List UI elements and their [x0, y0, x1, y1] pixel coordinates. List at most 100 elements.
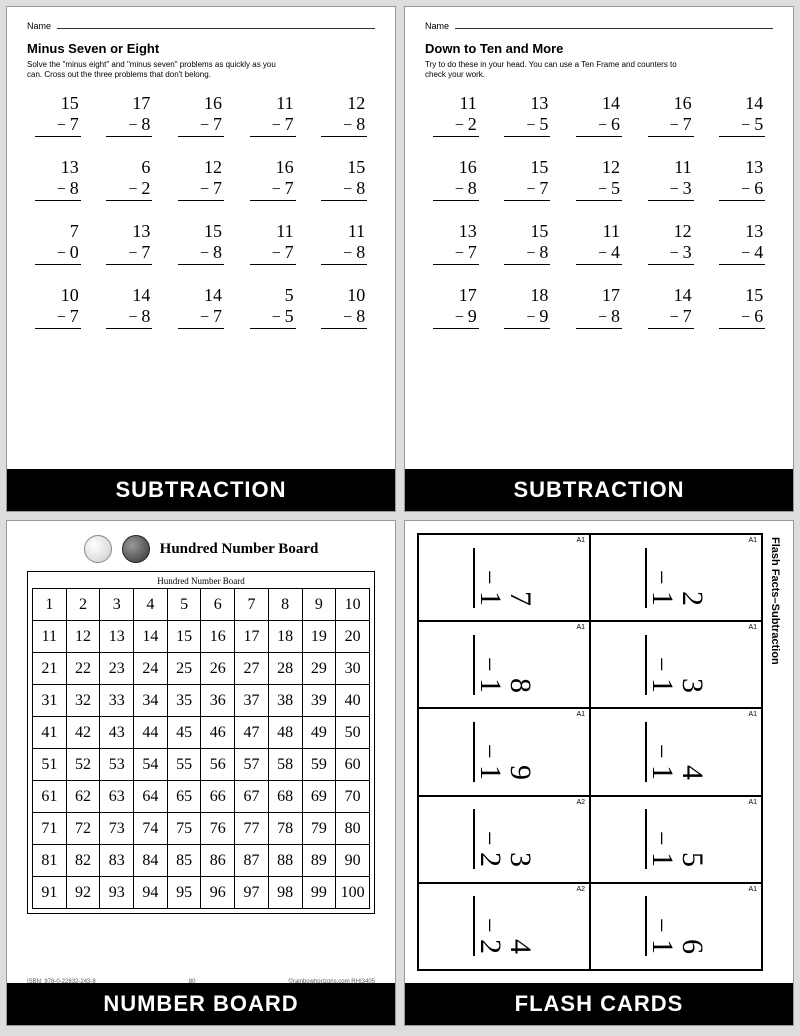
board-cell: 87 [235, 845, 269, 877]
board-cell: 51 [33, 749, 67, 781]
board-cell: 65 [167, 781, 201, 813]
board-cell: 27 [235, 653, 269, 685]
board-cell: 25 [167, 653, 201, 685]
subtraction-problem: 148 [106, 285, 152, 329]
subtraction-problem: 158 [178, 221, 224, 265]
card-tag: A1 [748, 886, 757, 893]
board-cell: 32 [66, 685, 100, 717]
board-cell: 72 [66, 813, 100, 845]
card-tag: A1 [748, 624, 757, 631]
subtraction-problem: 113 [648, 157, 694, 201]
board-cell: 53 [100, 749, 134, 781]
card-tag: A1 [576, 537, 585, 544]
worksheet-minus-seven-eight: Name Minus Seven or Eight Solve the "min… [6, 6, 396, 512]
subtraction-problem: 70 [35, 221, 81, 265]
board-cell: 35 [167, 685, 201, 717]
board-cell: 22 [66, 653, 100, 685]
subtraction-problem: 158 [504, 221, 550, 265]
board-cell: 47 [235, 717, 269, 749]
board-cell: 74 [134, 813, 168, 845]
subtraction-problem: 147 [648, 285, 694, 329]
subtraction-problem: 146 [576, 93, 622, 137]
board-cell: 95 [167, 877, 201, 909]
subtraction-problem: 135 [504, 93, 550, 137]
subtraction-problem: 147 [178, 285, 224, 329]
board-cell: 92 [66, 877, 100, 909]
board-cell: 76 [201, 813, 235, 845]
board-cell: 2 [66, 589, 100, 621]
subtraction-problem: 118 [321, 221, 367, 265]
name-line[interactable] [455, 21, 773, 29]
board-cell: 91 [33, 877, 67, 909]
subtraction-problem: 167 [250, 157, 296, 201]
board-cell: 70 [336, 781, 370, 813]
board-cell: 8 [268, 589, 302, 621]
subtraction-problem: 125 [576, 157, 622, 201]
worksheet-grid: Name Minus Seven or Eight Solve the "min… [0, 0, 800, 1032]
board-cell: 93 [100, 877, 134, 909]
board-cell: 85 [167, 845, 201, 877]
board-cell: 6 [201, 589, 235, 621]
board-cell: 37 [235, 685, 269, 717]
subtraction-problem: 189 [504, 285, 550, 329]
board-cell: 16 [201, 621, 235, 653]
subtraction-problem: 117 [250, 221, 296, 265]
subtraction-problem: 114 [576, 221, 622, 265]
flash-card: A161 [590, 883, 762, 970]
subtraction-problem: 108 [321, 285, 367, 329]
board-cell: 36 [201, 685, 235, 717]
flash-card: A141 [590, 708, 762, 795]
subtraction-problem: 138 [35, 157, 81, 201]
board-cell: 84 [134, 845, 168, 877]
subtraction-problem: 112 [433, 93, 479, 137]
board-cell: 82 [66, 845, 100, 877]
board-cell: 80 [336, 813, 370, 845]
isbn-text: ISBN: 978-0-22832-243-8 [27, 979, 96, 985]
panel-label: FLASH CARDS [405, 983, 793, 1025]
page-number: 80 [189, 979, 196, 985]
board-cell: 17 [235, 621, 269, 653]
subtraction-problem: 167 [178, 93, 224, 137]
board-cell: 26 [201, 653, 235, 685]
board-cell: 31 [33, 685, 67, 717]
board-cell: 49 [302, 717, 336, 749]
subtraction-problem: 137 [106, 221, 152, 265]
board-cell: 62 [66, 781, 100, 813]
worksheet-title: Minus Seven or Eight [27, 41, 375, 56]
counter-chip-light-icon [84, 535, 112, 563]
name-line[interactable] [57, 21, 375, 29]
board-cell: 66 [201, 781, 235, 813]
board-cell: 46 [201, 717, 235, 749]
board-cell: 21 [33, 653, 67, 685]
board-cell: 7 [235, 589, 269, 621]
board-cell: 40 [336, 685, 370, 717]
name-label: Name [27, 21, 51, 31]
publisher-text: ©rainbowhorizons.com RHI3405 [289, 979, 375, 985]
board-cell: 59 [302, 749, 336, 781]
flash-card: A131 [590, 621, 762, 708]
board-cell: 15 [167, 621, 201, 653]
subtraction-problem: 127 [178, 157, 224, 201]
hundred-table: 1234567891011121314151617181920212223242… [32, 588, 370, 909]
card-tag: A2 [576, 799, 585, 806]
board-cell: 10 [336, 589, 370, 621]
board-cell: 86 [201, 845, 235, 877]
board-cell: 94 [134, 877, 168, 909]
board-cell: 41 [33, 717, 67, 749]
board-cell: 56 [201, 749, 235, 781]
flash-card: A171 [418, 534, 590, 621]
board-cell: 99 [302, 877, 336, 909]
flash-card: A232 [418, 796, 590, 883]
board-cell: 33 [100, 685, 134, 717]
board-caption: Hundred Number Board [32, 576, 370, 588]
subtraction-problem: 168 [433, 157, 479, 201]
flash-card: A191 [418, 708, 590, 795]
board-cell: 50 [336, 717, 370, 749]
board-cell: 68 [268, 781, 302, 813]
problems-grid: 1571781671171281386212716715870137158117… [27, 93, 375, 329]
board-cell: 73 [100, 813, 134, 845]
board-cell: 45 [167, 717, 201, 749]
subtraction-problem: 157 [35, 93, 81, 137]
board-cell: 42 [66, 717, 100, 749]
flash-card: A242 [418, 883, 590, 970]
